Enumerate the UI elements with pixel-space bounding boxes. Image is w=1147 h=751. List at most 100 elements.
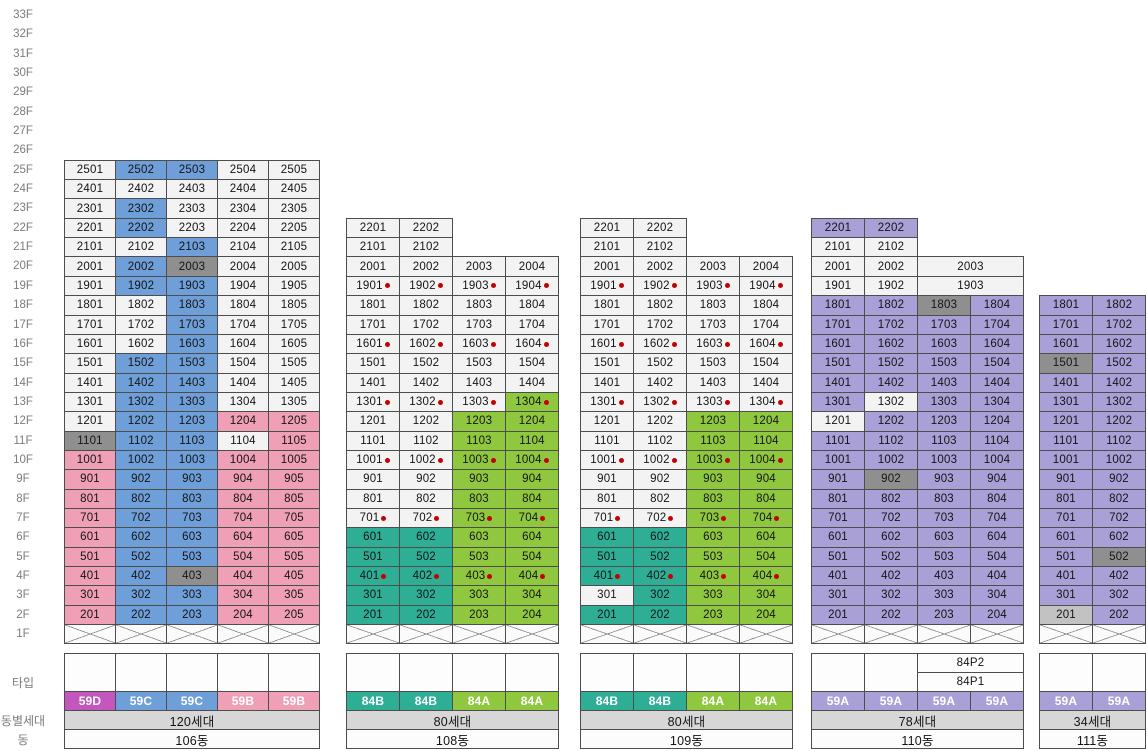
unit-cell[interactable]: 1503	[686, 353, 740, 374]
unit-cell[interactable]: 402	[115, 565, 167, 587]
unit-cell[interactable]: 2501	[64, 159, 116, 181]
unit-cell[interactable]: 2102	[115, 237, 167, 258]
unit-cell[interactable]: 203	[917, 604, 971, 625]
unit-cell[interactable]: 1601	[580, 333, 634, 355]
unit-cell[interactable]: 1704	[217, 314, 269, 335]
unit-cell[interactable]: 303	[686, 585, 740, 606]
unit-cell[interactable]: 502	[633, 546, 687, 567]
unit-cell[interactable]: 1101	[580, 430, 634, 451]
unit-cell[interactable]: 2505	[268, 159, 320, 181]
unit-cell[interactable]: 1004	[739, 449, 793, 471]
unit-cell[interactable]: 1201	[580, 411, 634, 432]
unit-cell[interactable]: 204	[739, 604, 793, 625]
unit-cell[interactable]: 1604	[217, 333, 269, 355]
unit-cell[interactable]: 2101	[346, 237, 400, 258]
unit-cell[interactable]: 304	[970, 585, 1024, 606]
unit-cell[interactable]: 404	[505, 565, 559, 587]
unit-cell[interactable]: 903	[917, 469, 971, 490]
unit-cell[interactable]: 2102	[399, 237, 453, 258]
unit-cell[interactable]: 501	[1039, 546, 1093, 567]
unit-cell[interactable]: 1304	[739, 391, 793, 413]
unit-cell[interactable]: 804	[970, 488, 1024, 509]
unit-cell[interactable]: 605	[268, 527, 320, 548]
unit-cell[interactable]: 1302	[1092, 391, 1146, 413]
unit-cell[interactable]: 704	[970, 507, 1024, 529]
unit-cell[interactable]: 804	[505, 488, 559, 509]
unit-cell[interactable]: 701	[346, 507, 400, 529]
unit-cell[interactable]: 201	[580, 604, 634, 625]
unit-cell[interactable]: 701	[811, 507, 865, 529]
unit-cell[interactable]: 2102	[633, 237, 687, 258]
unit-cell[interactable]: 1804	[505, 295, 559, 316]
unit-cell[interactable]: 1103	[166, 430, 218, 451]
unit-cell[interactable]: 1502	[864, 353, 918, 374]
unit-cell[interactable]: 1701	[811, 314, 865, 335]
unit-cell[interactable]: 304	[505, 585, 559, 606]
unit-cell[interactable]: 1202	[864, 411, 918, 432]
unit-cell[interactable]: 1501	[346, 353, 400, 374]
unit-cell[interactable]: 1601	[811, 333, 865, 355]
unit-cell[interactable]: 1705	[268, 314, 320, 335]
unit-cell[interactable]: 1602	[1092, 333, 1146, 355]
unit-cell[interactable]: 803	[686, 488, 740, 509]
unit-cell[interactable]: 1603	[166, 333, 218, 355]
unit-cell[interactable]: 1401	[64, 372, 116, 393]
unit-cell[interactable]: 2004	[217, 256, 269, 277]
unit-cell[interactable]: 1304	[970, 391, 1024, 413]
unit-cell[interactable]: 1501	[580, 353, 634, 374]
unit-cell[interactable]: 2102	[864, 237, 918, 258]
unit-cell[interactable]: 1405	[268, 372, 320, 393]
unit-cell[interactable]: 602	[1092, 527, 1146, 548]
unit-cell[interactable]: 1702	[115, 314, 167, 335]
unit-cell[interactable]: 202	[864, 604, 918, 625]
unit-cell[interactable]: 1602	[864, 333, 918, 355]
unit-cell[interactable]: 603	[917, 527, 971, 548]
unit-cell[interactable]: 703	[686, 507, 740, 529]
unit-cell[interactable]: 1304	[505, 391, 559, 413]
unit-cell[interactable]: 1402	[115, 372, 167, 393]
unit-cell[interactable]: 1704	[739, 314, 793, 335]
unit-cell[interactable]: 1301	[811, 391, 865, 413]
unit-cell[interactable]: 702	[633, 507, 687, 529]
unit-cell[interactable]: 2002	[633, 256, 687, 277]
unit-cell[interactable]: 1003	[917, 449, 971, 471]
unit-cell[interactable]: 305	[268, 585, 320, 606]
unit-cell[interactable]: 1602	[399, 333, 453, 355]
unit-cell[interactable]: 1404	[970, 372, 1024, 393]
unit-cell[interactable]: 801	[346, 488, 400, 509]
unit-cell[interactable]: 1305	[268, 391, 320, 413]
unit-cell[interactable]: 1201	[346, 411, 400, 432]
unit-cell[interactable]: 702	[1092, 507, 1146, 529]
unit-cell[interactable]: 1503	[452, 353, 506, 374]
unit-cell[interactable]: 604	[970, 527, 1024, 548]
unit-cell[interactable]: 202	[115, 604, 167, 625]
unit-cell[interactable]: 1205	[268, 411, 320, 432]
unit-cell[interactable]: 1304	[217, 391, 269, 413]
unit-cell[interactable]: 401	[346, 565, 400, 587]
unit-cell[interactable]: 1801	[64, 295, 116, 316]
unit-cell[interactable]: 505	[268, 546, 320, 567]
unit-cell[interactable]: 402	[1092, 565, 1146, 587]
unit-cell[interactable]: 302	[115, 585, 167, 606]
unit-cell[interactable]: 1504	[505, 353, 559, 374]
unit-cell[interactable]: 2001	[64, 256, 116, 277]
unit-cell[interactable]: 905	[268, 469, 320, 490]
unit-cell[interactable]: 1303	[917, 391, 971, 413]
unit-cell[interactable]: 1604	[505, 333, 559, 355]
unit-cell[interactable]: 1903	[452, 275, 506, 297]
unit-cell[interactable]: 1102	[399, 430, 453, 451]
unit-cell[interactable]: 501	[811, 546, 865, 567]
unit-cell[interactable]: 703	[917, 507, 971, 529]
unit-cell[interactable]: 1902	[633, 275, 687, 297]
unit-cell[interactable]: 604	[739, 527, 793, 548]
unit-cell[interactable]: 1503	[166, 353, 218, 374]
unit-cell[interactable]: 903	[686, 469, 740, 490]
unit-cell[interactable]: 2104	[217, 237, 269, 258]
unit-cell[interactable]: 1302	[633, 391, 687, 413]
unit-cell[interactable]: 1002	[1092, 449, 1146, 471]
unit-cell[interactable]: 405	[268, 565, 320, 587]
unit-cell[interactable]: 1902	[399, 275, 453, 297]
unit-cell[interactable]: 402	[399, 565, 453, 587]
unit-cell[interactable]: 803	[166, 488, 218, 509]
unit-cell[interactable]: 502	[864, 546, 918, 567]
